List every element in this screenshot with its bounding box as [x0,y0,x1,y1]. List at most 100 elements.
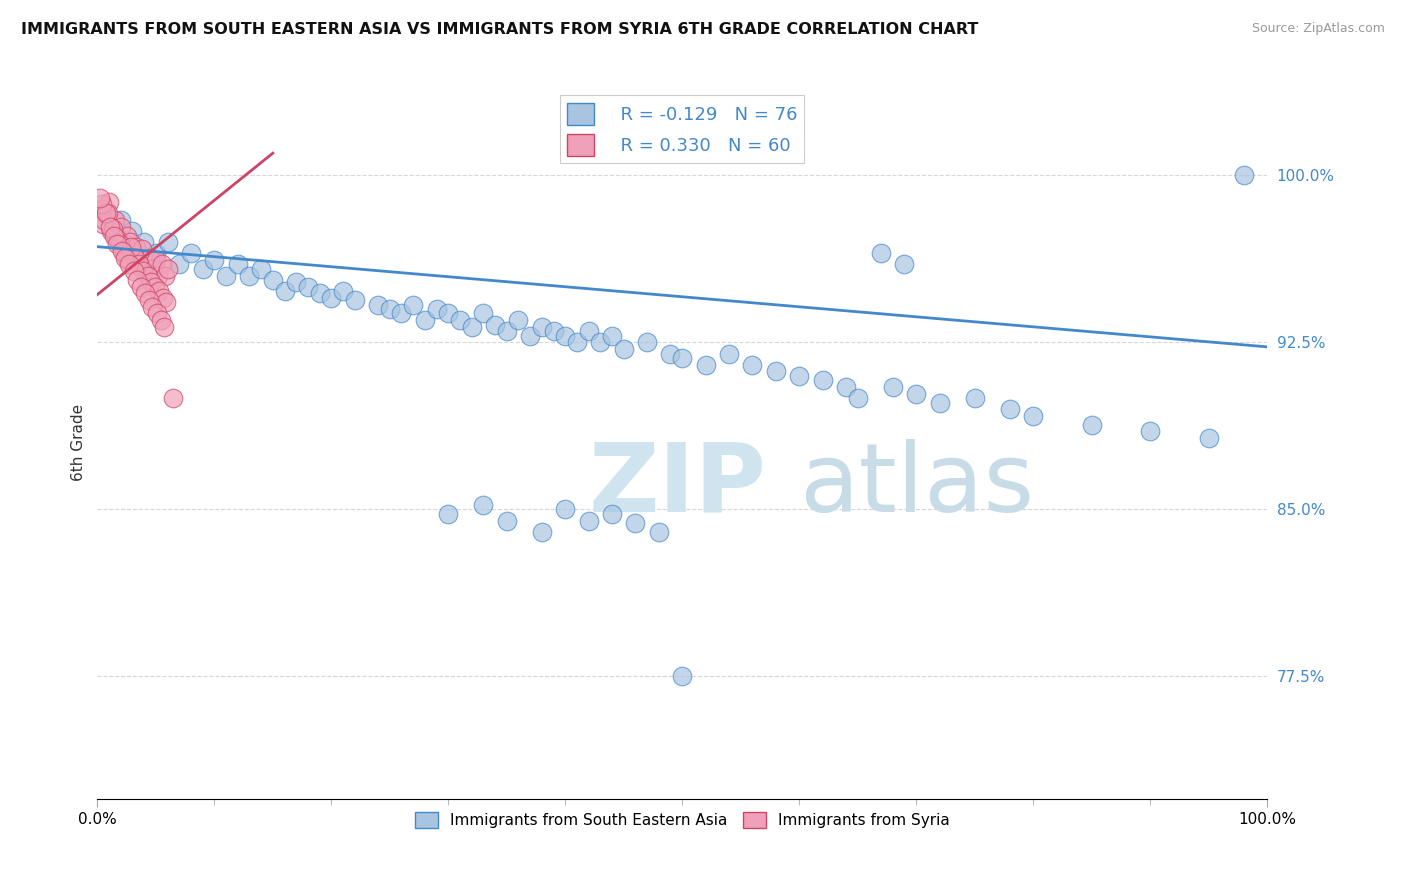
Point [530,319,553,334]
Legend: Immigrants from South Eastern Asia, Immigrants from Syria: Immigrants from South Eastern Asia, Immi… [409,805,956,834]
Point [565,335,588,350]
Point [93,213,115,227]
Point [787,368,810,383]
Point [554,328,576,343]
Point [146,268,169,283]
Point [145,246,167,260]
Point [624,516,647,530]
Point [129,279,152,293]
Point [238,268,260,283]
Point [285,275,308,289]
Point [107,231,129,245]
Point [101,222,124,236]
Point [135,261,157,276]
Point [134,235,156,250]
Point [167,257,190,271]
Point [308,286,330,301]
Point [1080,417,1102,432]
Point [127,273,149,287]
Point [472,306,495,320]
Point [402,297,425,311]
Text: IMMIGRANTS FROM SOUTH EASTERN ASIA VS IMMIGRANTS FROM SYRIA 6TH GRADE CORRELATIO: IMMIGRANTS FROM SOUTH EASTERN ASIA VS IM… [21,22,979,37]
Point [659,346,682,360]
Point [90,202,112,216]
Point [156,261,179,276]
Point [98,219,121,234]
Point [1139,425,1161,439]
Point [118,257,141,271]
Point [437,507,460,521]
Point [811,373,834,387]
Point [117,253,139,268]
Point [717,346,740,360]
Point [142,261,165,276]
Point [1233,169,1256,183]
Point [835,380,858,394]
Y-axis label: 6th Grade: 6th Grade [72,404,86,481]
Point [460,319,482,334]
Point [893,257,915,271]
Point [100,224,122,238]
Point [250,261,273,276]
Point [136,268,159,283]
Point [156,235,179,250]
Point [495,514,517,528]
Point [104,213,127,227]
Point [321,291,343,305]
Point [138,293,160,307]
Point [530,524,553,539]
Point [105,231,128,245]
Point [125,240,148,254]
Point [114,251,136,265]
Point [905,386,928,401]
Point [367,297,389,311]
Point [1022,409,1045,423]
Point [98,195,121,210]
Point [343,293,366,307]
Point [589,335,612,350]
Point [124,251,146,265]
Point [543,324,565,338]
Point [111,244,134,259]
Point [554,502,576,516]
Point [262,273,284,287]
Point [103,228,125,243]
Point [425,301,447,316]
Point [153,268,176,283]
Point [870,246,893,260]
Point [97,206,120,220]
Point [122,264,145,278]
Point [110,219,132,234]
Point [108,237,131,252]
Point [765,364,787,378]
Point [600,507,623,521]
Point [472,498,495,512]
Point [112,246,135,260]
Point [134,253,156,268]
Point [96,209,118,223]
Text: atlas: atlas [799,439,1035,532]
Point [495,324,517,338]
Point [145,253,167,268]
Point [215,268,238,283]
Point [613,342,636,356]
Point [146,306,169,320]
Point [648,524,671,539]
Point [91,197,114,211]
Point [112,240,135,254]
Point [131,242,153,256]
Point [600,328,623,343]
Point [127,251,149,265]
Point [155,295,177,310]
Point [928,395,950,409]
Point [273,284,295,298]
Point [508,313,530,327]
Point [695,358,717,372]
Point [105,237,128,252]
Point [741,358,763,372]
Point [141,275,163,289]
Point [89,191,111,205]
Point [882,380,904,394]
Point [128,257,150,271]
Point [998,402,1021,417]
